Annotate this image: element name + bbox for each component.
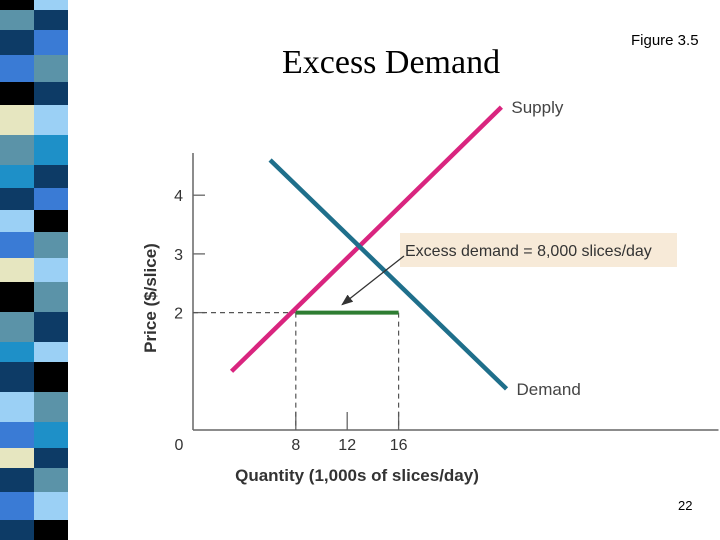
side-bar-block (0, 520, 34, 540)
side-bar-block (34, 0, 68, 10)
page-number: 22 (678, 498, 693, 513)
excess-demand-callout-text: Excess demand = 8,000 slices/day (405, 243, 652, 260)
decorative-side-bar (0, 0, 68, 540)
supply-line (229, 105, 503, 373)
side-bar-block (34, 492, 68, 520)
y-tick-label: 3 (174, 247, 183, 264)
x-tick-label: 8 (291, 437, 300, 454)
side-bar-block (0, 105, 34, 135)
supply-label: Supply (511, 98, 563, 117)
side-bar-block (34, 82, 68, 105)
side-bar-block (34, 30, 68, 55)
side-bar-block (34, 520, 68, 540)
side-bar-block (0, 30, 34, 55)
side-bar-block (0, 282, 34, 312)
side-bar-block (0, 82, 34, 105)
side-bar-block (34, 282, 68, 312)
side-bar-block (34, 312, 68, 342)
side-bar-block (0, 210, 34, 232)
side-bar-block (34, 422, 68, 448)
side-bar-block (0, 165, 34, 188)
side-bar-block (0, 312, 34, 342)
y-tick-label: 2 (174, 306, 183, 323)
side-bar-block (0, 422, 34, 448)
x-tick-label: 12 (338, 437, 356, 454)
side-bar-block (0, 135, 34, 165)
side-bar-block (34, 468, 68, 492)
side-bar-block (0, 55, 34, 82)
x-tick-label: 0 (175, 437, 184, 454)
side-bar-block (0, 362, 34, 392)
side-bar-block (34, 188, 68, 210)
side-bar-block (34, 258, 68, 282)
side-bar-block (0, 492, 34, 520)
side-bar-block (34, 362, 68, 392)
side-bar-block (0, 10, 34, 30)
side-bar-block (0, 258, 34, 282)
side-bar-block (34, 55, 68, 82)
side-bar-block (34, 342, 68, 362)
side-bar-block (0, 0, 34, 10)
side-bar-block (34, 105, 68, 135)
side-bar-block (34, 135, 68, 165)
side-bar-block (0, 448, 34, 468)
side-bar-block (34, 165, 68, 188)
side-bar-block (0, 392, 34, 422)
y-tick-label: 4 (174, 188, 183, 205)
x-axis-title: Quantity (1,000s of slices/day) (235, 466, 479, 485)
excess-demand-callout-box (400, 233, 677, 267)
demand-line (268, 158, 509, 391)
side-bar-block (34, 210, 68, 232)
side-bar-block (0, 468, 34, 492)
x-tick-label: 16 (390, 437, 408, 454)
side-bar-block (34, 448, 68, 468)
side-bar-block (0, 188, 34, 210)
slide-title: Excess Demand (282, 44, 501, 81)
y-axis-title: Price ($/slice) (141, 243, 160, 353)
side-bar-block (0, 342, 34, 362)
side-bar-block (34, 232, 68, 258)
callout-arrow (341, 255, 405, 306)
side-bar-block (34, 10, 68, 30)
figure-label: Figure 3.5 (631, 32, 699, 49)
demand-label: Demand (517, 380, 581, 399)
side-bar-block (0, 232, 34, 258)
side-bar-block (34, 392, 68, 422)
